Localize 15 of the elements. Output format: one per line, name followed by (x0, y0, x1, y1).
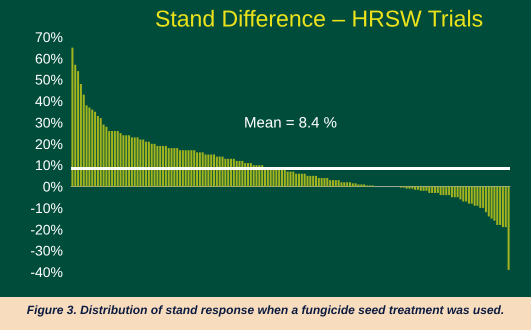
y-tick-label: 20% (34, 136, 63, 152)
y-tick-label: -40% (30, 264, 63, 280)
y-tick-label: 70% (34, 29, 63, 45)
y-tick-label: -20% (30, 221, 63, 238)
y-tick-label: 10% (34, 157, 63, 174)
y-tick-label: -10% (30, 200, 63, 216)
y-tick-label: 40% (34, 93, 63, 110)
y-tick-label: 60% (34, 50, 63, 66)
chart-title: Stand Difference – HRSW Trials (155, 6, 484, 32)
y-tick-label: -30% (30, 242, 63, 259)
caption: Figure 3. Distribution of stand response when a fungicide seed treatment was used. (26, 303, 504, 317)
y-tick-label: 0% (42, 178, 63, 195)
ref-line-label: Mean = 8.4 % (244, 114, 337, 132)
y-tick-label: 50% (34, 72, 63, 88)
y-tick-label: 30% (34, 114, 63, 130)
